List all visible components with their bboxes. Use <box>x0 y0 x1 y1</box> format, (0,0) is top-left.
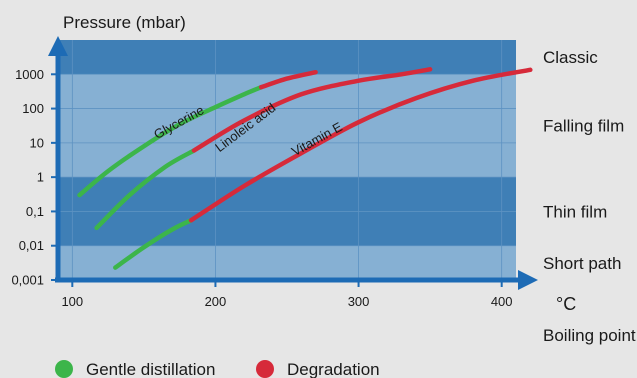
band-label-thin-film: Thin film <box>543 202 607 221</box>
y-tick-label: 1 <box>37 170 44 185</box>
legend-label-degradation: Degradation <box>287 360 380 378</box>
x-tick-label: 300 <box>348 294 370 309</box>
vitamin-e-degradation-segment <box>188 67 533 223</box>
y-tick-label: 100 <box>22 101 44 116</box>
band-label-classic: Classic <box>543 48 598 67</box>
x-axis-arrow-icon <box>518 270 538 290</box>
legend-marker-degradation <box>256 360 274 378</box>
vitamin-e-gentle-segment <box>113 218 194 270</box>
band-short-path <box>58 245 516 280</box>
glycerine-degradation-segment <box>258 69 318 90</box>
y-tick-label: 0,1 <box>26 204 44 219</box>
y-axis-label: Pressure (mbar) <box>63 13 186 32</box>
x-tick-label: 200 <box>205 294 227 309</box>
y-axis-arrow-icon <box>48 36 68 56</box>
y-tick-label: 0,001 <box>11 273 44 288</box>
axes: 0,001 0,01 0,1 1 10 100 1000 100 200 300 400 <box>11 36 538 309</box>
x-axis-unit: °C <box>556 294 576 314</box>
band-label-falling-film: Falling film <box>543 117 624 136</box>
x-tick-label: 400 <box>491 294 513 309</box>
legend: Gentle distillation Degradation <box>55 360 380 378</box>
band-label-short-path: Short path <box>543 254 621 273</box>
x-axis-label: Boiling point <box>543 326 636 345</box>
linoleic-acid-degradation-segment <box>191 67 433 153</box>
band-classic <box>58 40 516 75</box>
glycerine-gentle-segment <box>77 84 264 198</box>
curves <box>77 67 533 270</box>
linoleic-acid-gentle-segment <box>94 148 197 231</box>
y-tick-label: 10 <box>30 135 44 150</box>
y-tick-label: 0,01 <box>19 238 44 253</box>
x-tick-label: 100 <box>61 294 83 309</box>
legend-marker-gentle-distillation <box>55 360 73 378</box>
legend-label-gentle-distillation: Gentle distillation <box>86 360 215 378</box>
y-tick-label: 1000 <box>15 67 44 82</box>
